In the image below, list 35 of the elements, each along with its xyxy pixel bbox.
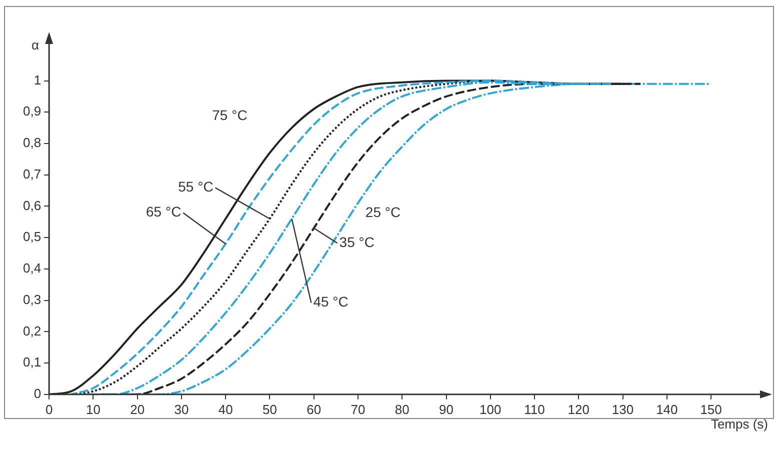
x-tick-label: 80 — [394, 402, 410, 417]
x-tick-label: 130 — [612, 402, 634, 417]
y-tick-label: 1 — [34, 72, 42, 88]
x-tick-label: 110 — [524, 402, 545, 417]
y-tick-label: 0,1 — [22, 354, 42, 370]
annotation: 45 °C — [313, 294, 348, 310]
x-tick-label: 0 — [45, 402, 53, 417]
y-tick-label: 0,7 — [22, 166, 42, 182]
y-tick-label: 0,4 — [22, 260, 42, 276]
y-tick-label: 0 — [34, 386, 42, 401]
y-tick-label: 0,5 — [22, 229, 42, 244]
x-tick-label: 100 — [480, 402, 502, 417]
y-axis-title: α — [32, 38, 40, 53]
x-tick-label: 10 — [86, 402, 100, 417]
x-tick-label: 20 — [130, 402, 145, 417]
y-tick-label: 0,3 — [22, 292, 42, 307]
y-tick-label: 0,8 — [22, 135, 42, 150]
annotation: 35 °C — [339, 234, 374, 250]
x-tick-label: 120 — [568, 402, 590, 417]
x-axis-title: Temps (s) — [710, 416, 768, 432]
x-tick-label: 70 — [350, 402, 366, 417]
annotation: 55 °C — [178, 178, 214, 195]
y-tick-label: 0,9 — [22, 104, 42, 119]
x-tick-label: 60 — [306, 402, 322, 417]
x-tick-label: 150 — [700, 402, 722, 417]
y-tick-label: 0,2 — [22, 323, 42, 338]
annotation: 65 °C — [146, 204, 182, 220]
x-tick-label: 90 — [439, 402, 454, 417]
x-tick-label: 30 — [174, 402, 189, 417]
annotation: 25 °C — [365, 204, 401, 220]
annotation: 75 °C — [212, 106, 248, 123]
x-tick-label: 140 — [656, 402, 678, 417]
x-tick-label: 50 — [262, 402, 277, 417]
x-tick-label: 40 — [218, 402, 233, 417]
y-tick-label: 0,6 — [22, 198, 42, 213]
